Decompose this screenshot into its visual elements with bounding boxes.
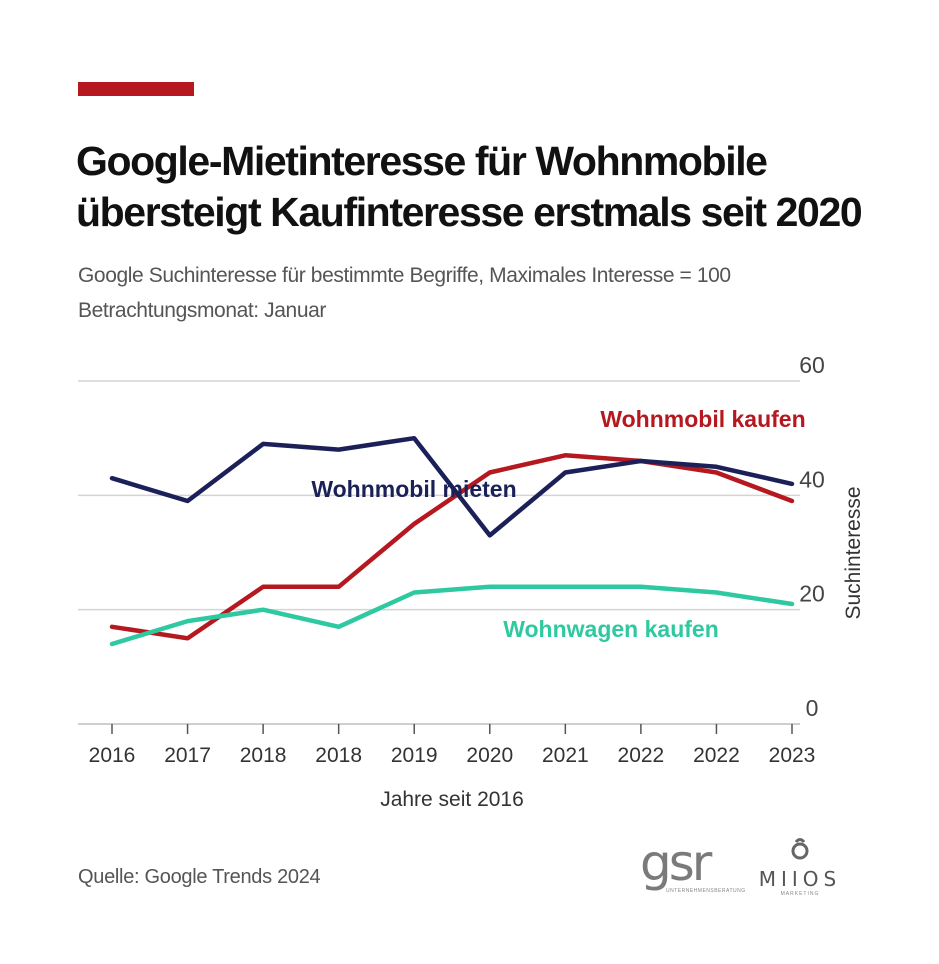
x-tick-label: 2018 [315,744,362,767]
subtitle-line-1: Google Suchinteresse für bestimmte Begri… [78,264,731,287]
chart-title: Google-Mietinteresse für Wohnmobile über… [76,138,863,235]
accent-bar [78,82,194,96]
miios-logo: MIIOS MARKETING [750,838,850,898]
series-label: Wohnmobil mieten [311,476,516,502]
x-tick-label: 2017 [164,744,211,767]
chart-subtitle: Google Suchinteresse für bestimmte Begri… [78,258,731,328]
y-axis-title: Suchinteresse [842,486,865,619]
gsr-logo: gsr UNTERNEHMENSBERATUNG [640,838,746,900]
miios-logo-mark-icon [791,838,809,860]
x-tick-label: 2022 [693,744,740,767]
x-tick-label: 2023 [769,744,816,767]
y-tick-label: 60 [799,352,825,378]
y-tick-label: 0 [806,695,819,721]
subtitle-line-2: Betrachtungsmonat: Januar [78,299,326,322]
x-axis-title: Jahre seit 2016 [380,788,524,811]
x-tick-label: 2021 [542,744,589,767]
label-layer: 0 20 40 60 2016 2017 2018 2018 2019 2020 2021 2022 2… [89,352,865,811]
series-label: Wohnmobil kaufen [600,406,805,432]
x-tick-label: 2020 [466,744,513,767]
x-tick-label: 2018 [240,744,287,767]
miios-logo-word: MIIOS [758,867,842,891]
series-layer [109,435,795,647]
x-tick-label: 2016 [89,744,136,767]
source-note: Quelle: Google Trends 2024 [78,866,321,888]
series-line-wohnwagen-kaufen [109,584,795,647]
gsr-logo-tag: UNTERNEHMENSBERATUNG [666,888,746,894]
miios-logo-tag: MARKETING [780,891,820,897]
x-tick-label: 2022 [618,744,665,767]
series-line-wohnmobil-kaufen [109,453,795,641]
gsr-logo-word: gsr [640,834,712,892]
series-label: Wohnwagen kaufen [503,616,719,642]
series-line-wohnmobil-mieten [109,435,795,538]
x-tick-label: 2019 [391,744,438,767]
y-tick-label: 40 [799,466,825,492]
grid-layer [78,380,800,734]
y-tick-label: 20 [799,581,825,607]
